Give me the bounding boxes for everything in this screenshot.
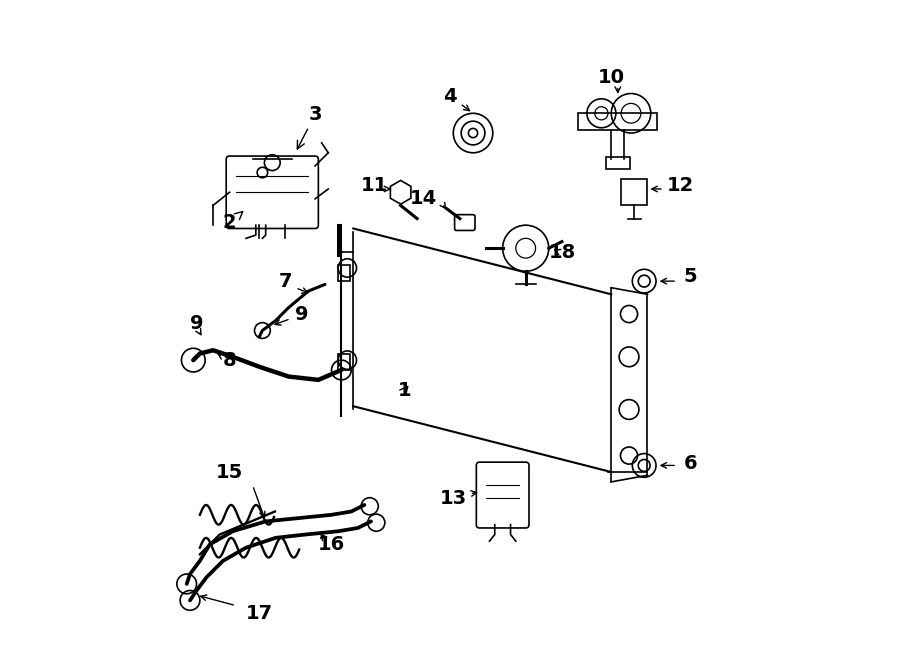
Text: 2: 2	[223, 212, 243, 233]
Text: 13: 13	[439, 489, 466, 508]
Bar	[606, 157, 630, 169]
Text: 16: 16	[318, 535, 345, 554]
Text: 9: 9	[295, 305, 309, 323]
Text: 3: 3	[297, 105, 322, 149]
Text: 14: 14	[410, 189, 436, 208]
Text: 15: 15	[215, 463, 243, 481]
Text: 1: 1	[397, 381, 411, 401]
Bar	[621, 179, 647, 206]
Bar	[338, 354, 350, 370]
Bar	[579, 113, 657, 130]
Text: 17: 17	[246, 604, 273, 623]
Text: 18: 18	[549, 243, 576, 262]
Text: 7: 7	[279, 272, 292, 291]
Text: 10: 10	[598, 67, 625, 87]
Text: 6: 6	[684, 454, 698, 473]
Text: 12: 12	[667, 176, 695, 195]
Text: 11: 11	[361, 176, 388, 195]
Bar	[338, 264, 350, 281]
Text: 9: 9	[190, 315, 203, 333]
Text: 8: 8	[222, 350, 237, 369]
Text: 4: 4	[443, 87, 457, 106]
Text: 5: 5	[684, 267, 698, 286]
